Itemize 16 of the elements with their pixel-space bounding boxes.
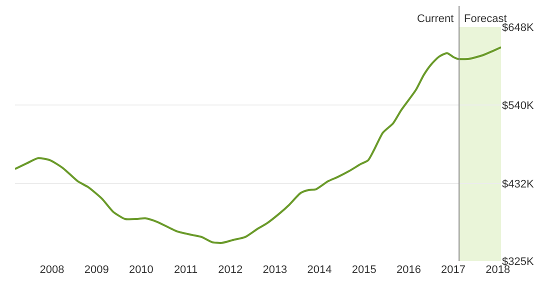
x-tick-label: 2013 (262, 264, 288, 276)
x-tick-label: 2017 (441, 264, 466, 276)
x-tick-label: 2014 (307, 264, 332, 276)
x-tick-label: 2010 (128, 264, 154, 276)
line-series (15, 46, 501, 244)
y-tick-label: $540K (502, 100, 534, 112)
ref-line-label: Current (417, 13, 454, 25)
x-tick-label: 2008 (40, 264, 64, 276)
x-tick-label: 2009 (84, 264, 109, 276)
x-tick-label: 2012 (218, 264, 243, 276)
x-tick-label: 2018 (486, 264, 510, 276)
x-tick-label: 2011 (174, 264, 198, 276)
x-tick-label: 2016 (396, 264, 421, 276)
x-tick-label: 2015 (352, 264, 376, 276)
y-tick-label: $432K (502, 178, 534, 190)
y-tick-label: $648K (502, 22, 534, 34)
